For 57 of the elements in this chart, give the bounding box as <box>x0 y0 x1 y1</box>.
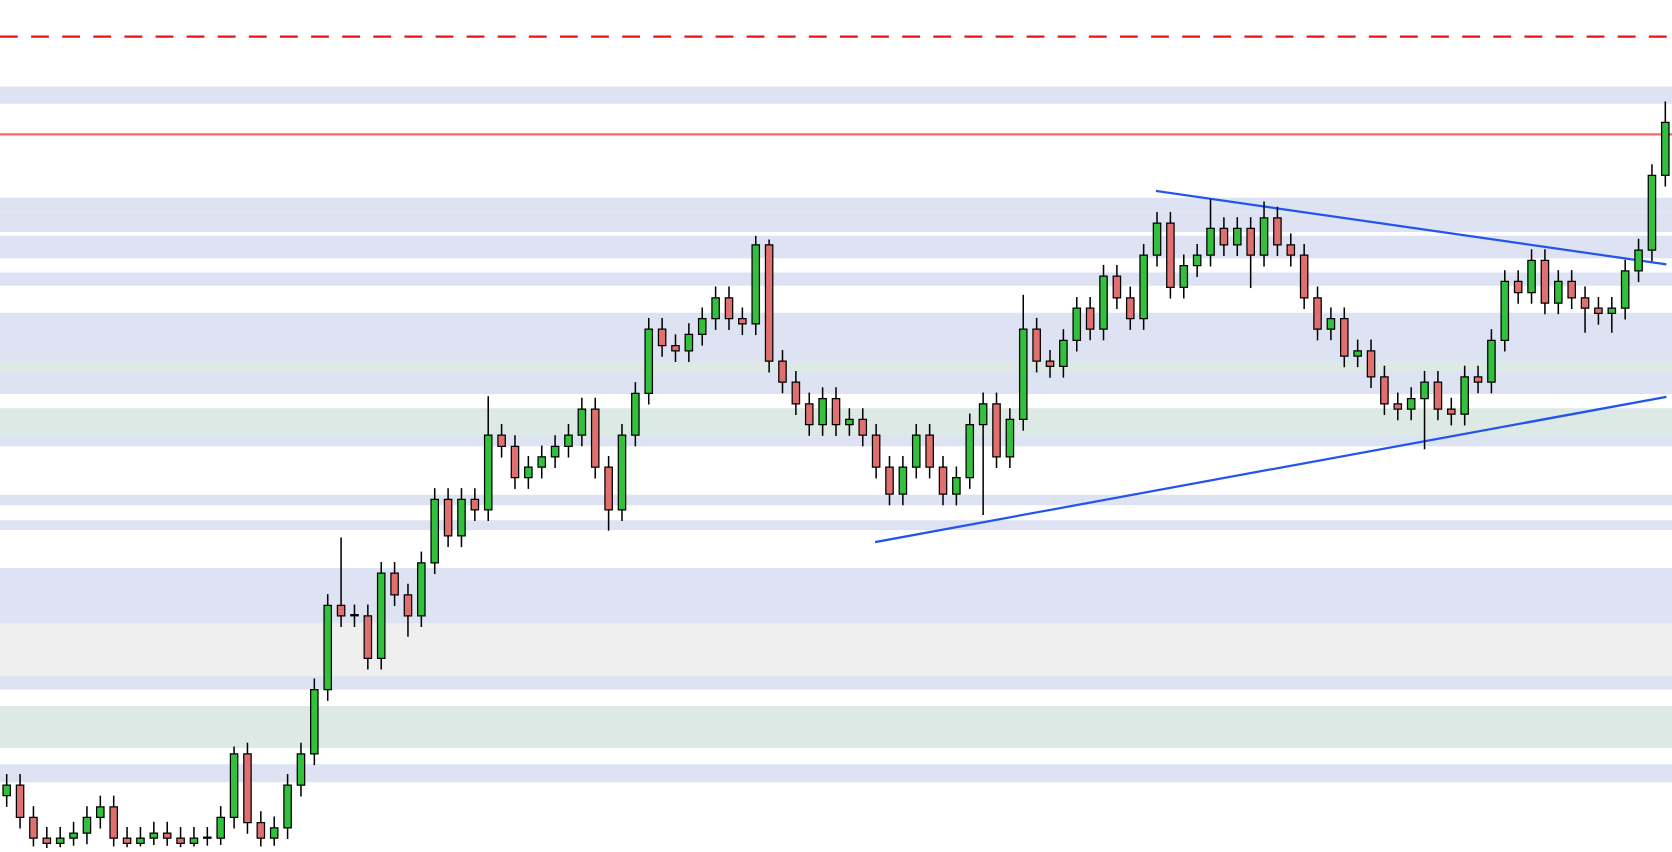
candlestick <box>1393 391 1403 421</box>
candlestick <box>1446 397 1456 427</box>
candlestick <box>1179 253 1189 300</box>
candlestick <box>69 821 78 847</box>
candlestick <box>791 370 801 416</box>
candlestick <box>1085 296 1095 342</box>
candlestick <box>804 391 814 437</box>
candlestick <box>1219 216 1229 257</box>
candlestick <box>1473 364 1483 395</box>
candlestick <box>136 826 145 848</box>
candlestick <box>1567 269 1576 310</box>
candlestick <box>216 805 226 846</box>
candlestick <box>96 794 105 830</box>
candlestick <box>1634 238 1643 283</box>
candlestick <box>403 582 413 638</box>
candlestick <box>1286 232 1296 268</box>
candlestick <box>1594 296 1603 326</box>
candlestick <box>1125 285 1135 331</box>
candlestick <box>1232 216 1242 257</box>
candlestick <box>684 322 694 363</box>
candlestick <box>697 306 707 347</box>
candlestick <box>55 826 65 848</box>
candlestick <box>256 810 266 848</box>
candlestick <box>778 349 787 395</box>
candlestick <box>845 407 854 437</box>
candlestick <box>1353 338 1362 368</box>
candlestick <box>1554 269 1563 315</box>
candlestick <box>738 306 747 336</box>
candlestick <box>952 465 961 507</box>
candlestick <box>390 561 399 607</box>
candlestick <box>350 603 359 628</box>
candlestick <box>42 826 52 849</box>
candlestick <box>671 333 680 363</box>
candlestick <box>149 821 159 846</box>
candlestick <box>269 815 279 847</box>
candlestick <box>564 423 573 459</box>
candlestick <box>2 773 11 808</box>
candlestick <box>711 285 720 331</box>
candlestick <box>978 391 988 516</box>
candlestick <box>29 805 38 848</box>
candlestick <box>657 317 667 358</box>
candlestick <box>1406 386 1416 421</box>
candlestick <box>1513 269 1523 305</box>
candlestick <box>176 826 185 848</box>
candlestick <box>162 821 172 847</box>
candlestick <box>724 285 734 331</box>
candlestick <box>82 805 92 845</box>
candlestick <box>1580 285 1590 334</box>
candlestick <box>203 826 212 847</box>
candlestick <box>537 444 547 480</box>
candlestick <box>1112 264 1122 310</box>
candlestick <box>1326 306 1336 342</box>
candlestick <box>1420 370 1429 451</box>
candlestick <box>524 455 533 490</box>
candlestick <box>497 423 506 459</box>
candlestick <box>858 407 868 448</box>
candlestick <box>1607 296 1617 334</box>
